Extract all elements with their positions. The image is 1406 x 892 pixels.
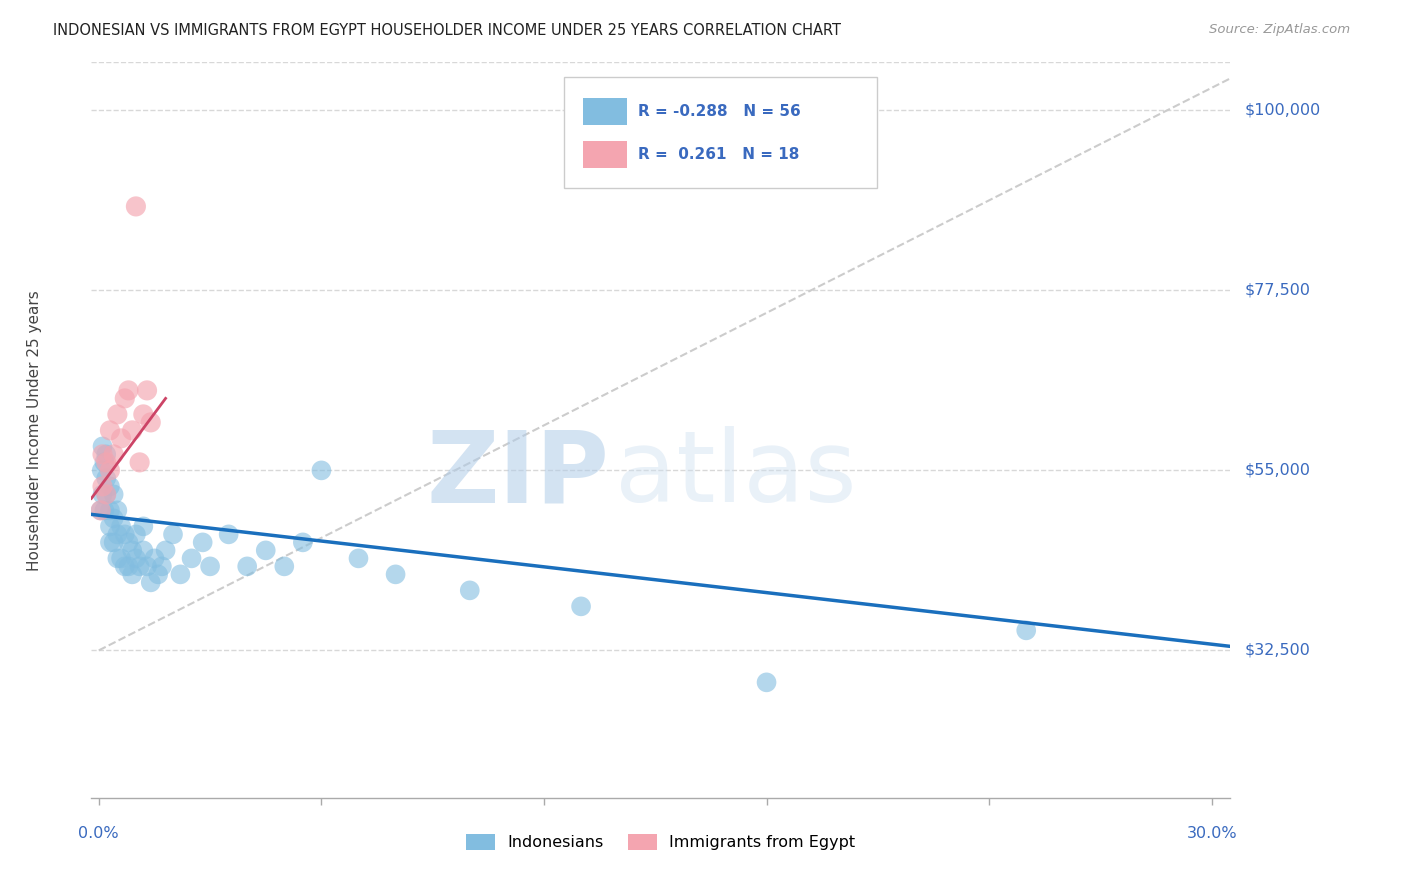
- Point: [96, 455, 118, 469]
- Point: [98, 463, 121, 477]
- Point: [91, 479, 114, 493]
- Point: [273, 559, 295, 574]
- Point: [114, 527, 136, 541]
- Point: [93, 503, 115, 517]
- Point: [98, 479, 121, 493]
- Point: [91, 439, 114, 453]
- Point: [96, 447, 118, 461]
- Point: [90, 463, 112, 477]
- Point: [114, 392, 136, 406]
- Point: [125, 527, 148, 541]
- Point: [198, 559, 221, 574]
- Point: [146, 567, 169, 582]
- Text: R =  0.261   N = 18: R = 0.261 N = 18: [638, 147, 800, 162]
- Text: Householder Income Under 25 years: Householder Income Under 25 years: [27, 290, 42, 571]
- Point: [162, 527, 184, 541]
- Point: [103, 487, 125, 501]
- Point: [155, 543, 177, 558]
- Point: [105, 408, 128, 422]
- Point: [218, 527, 240, 541]
- Point: [569, 599, 592, 614]
- Point: [114, 559, 136, 574]
- Point: [254, 543, 277, 558]
- Point: [90, 503, 112, 517]
- Point: [125, 199, 148, 213]
- Point: [103, 511, 125, 525]
- Point: [98, 503, 121, 517]
- Point: [121, 423, 143, 437]
- Point: [128, 455, 150, 469]
- Point: [143, 551, 166, 566]
- Point: [132, 543, 155, 558]
- Point: [132, 519, 155, 533]
- FancyBboxPatch shape: [564, 77, 877, 187]
- Point: [384, 567, 406, 582]
- Point: [1015, 624, 1038, 638]
- Point: [96, 487, 118, 501]
- Text: $77,500: $77,500: [1246, 283, 1310, 298]
- Text: 30.0%: 30.0%: [1187, 826, 1237, 841]
- Point: [755, 675, 778, 690]
- Point: [90, 503, 112, 517]
- Point: [117, 559, 139, 574]
- Text: $100,000: $100,000: [1246, 103, 1322, 118]
- Text: $32,500: $32,500: [1246, 643, 1310, 658]
- Point: [98, 535, 121, 549]
- Point: [93, 455, 115, 469]
- Text: ZIP: ZIP: [426, 426, 610, 523]
- Text: atlas: atlas: [616, 426, 856, 523]
- Point: [136, 384, 159, 398]
- Point: [291, 535, 314, 549]
- Point: [139, 416, 162, 430]
- Point: [105, 503, 128, 517]
- Text: R = -0.288   N = 56: R = -0.288 N = 56: [638, 104, 801, 120]
- Point: [91, 447, 114, 461]
- Point: [110, 519, 132, 533]
- Point: [136, 559, 159, 574]
- Point: [98, 423, 121, 437]
- Point: [98, 519, 121, 533]
- Text: 0.0%: 0.0%: [79, 826, 120, 841]
- Text: Source: ZipAtlas.com: Source: ZipAtlas.com: [1209, 23, 1350, 37]
- Point: [128, 559, 150, 574]
- Legend: Indonesians, Immigrants from Egypt: Indonesians, Immigrants from Egypt: [460, 827, 862, 856]
- Point: [180, 551, 202, 566]
- Bar: [583, 141, 627, 168]
- Text: $55,000: $55,000: [1246, 463, 1310, 478]
- Point: [117, 384, 139, 398]
- Point: [191, 535, 214, 549]
- Point: [121, 543, 143, 558]
- Point: [103, 535, 125, 549]
- Bar: [583, 98, 627, 125]
- Text: INDONESIAN VS IMMIGRANTS FROM EGYPT HOUSEHOLDER INCOME UNDER 25 YEARS CORRELATIO: INDONESIAN VS IMMIGRANTS FROM EGYPT HOUS…: [53, 23, 841, 38]
- Point: [96, 487, 118, 501]
- Point: [110, 431, 132, 445]
- Point: [96, 471, 118, 485]
- Point: [347, 551, 370, 566]
- Point: [311, 463, 333, 477]
- Point: [105, 527, 128, 541]
- Point: [117, 535, 139, 549]
- Point: [91, 487, 114, 501]
- Point: [110, 551, 132, 566]
- Point: [169, 567, 191, 582]
- Point: [125, 551, 148, 566]
- Point: [139, 575, 162, 590]
- Point: [132, 408, 155, 422]
- Point: [150, 559, 173, 574]
- Point: [121, 567, 143, 582]
- Point: [236, 559, 259, 574]
- Point: [105, 551, 128, 566]
- Point: [458, 583, 481, 598]
- Point: [103, 447, 125, 461]
